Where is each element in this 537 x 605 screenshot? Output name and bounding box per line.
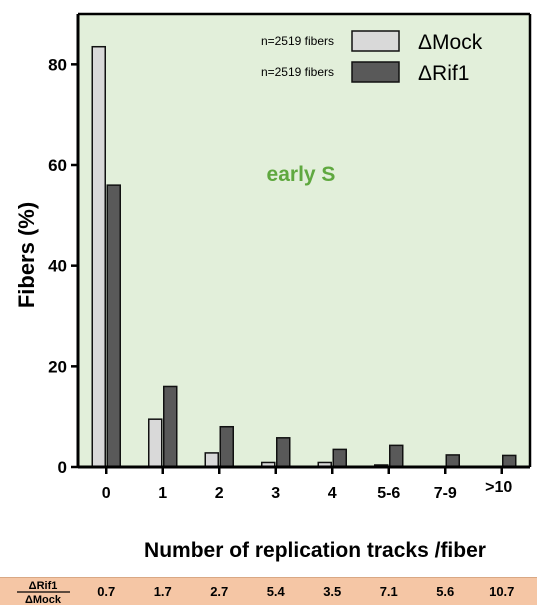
- legend-series-name: ΔMock: [418, 31, 483, 54]
- axes-layer: [76, 12, 532, 469]
- y-axis-label: Fibers (%): [14, 202, 39, 308]
- y-ticks: 0 20 40 60 80: [48, 55, 78, 477]
- bar-mock-2: [204, 452, 219, 468]
- plot-background: [78, 14, 530, 467]
- bar-rif1-5: [389, 444, 404, 468]
- ratio-value: 7.1: [380, 584, 398, 599]
- ratio-table: ΔRif1 ΔMock 0.7 1.7 2.7 5.4 3.5 7.1 5.6 10.7: [0, 577, 537, 605]
- y-tick-label: 20: [48, 357, 67, 376]
- bar-rif1-3: [276, 437, 291, 468]
- x-tick-label: 7-9: [434, 485, 457, 502]
- legend-n-label: n=2519 fibers: [261, 65, 334, 79]
- bar-rif1-1: [163, 385, 178, 468]
- ratio-value: 5.4: [267, 584, 286, 599]
- bar-rif1-7: [502, 454, 517, 468]
- bar-mock-0: [91, 45, 106, 468]
- bar-mock-1: [148, 418, 163, 468]
- x-tick-label: 4: [328, 485, 337, 502]
- bar-rif1-6: [445, 454, 460, 468]
- bar-rif1-4: [332, 448, 347, 468]
- ratio-value: 5.6: [436, 584, 454, 599]
- ratio-values: 0.7 1.7 2.7 5.4 3.5 7.1 5.6 10.7: [97, 584, 514, 599]
- x-tick-label: 3: [271, 485, 280, 502]
- x-tick-label: >10: [485, 479, 512, 496]
- legend-swatch: [351, 61, 400, 83]
- x-tick-label: 1: [158, 485, 167, 502]
- x-tick-label: 0: [102, 485, 111, 502]
- legend-series-name: ΔRif1: [418, 62, 469, 85]
- ratio-value: 3.5: [323, 584, 341, 599]
- legend-swatch: [351, 30, 400, 52]
- x-tick-label: 2: [215, 485, 224, 502]
- y-tick-label: 40: [48, 257, 67, 276]
- legend: n=2519 fibers ΔMock n=2519 fibers ΔRif1: [261, 30, 483, 85]
- legend-n-label: n=2519 fibers: [261, 34, 334, 48]
- ratio-numerator: ΔRif1: [29, 580, 58, 592]
- bar-rif1-0: [106, 184, 121, 468]
- ratio-value: 10.7: [489, 584, 514, 599]
- y-tick-label: 0: [58, 458, 67, 477]
- bars-layer: [91, 45, 517, 468]
- ratio-value: 1.7: [154, 584, 172, 599]
- x-tick-label: 5-6: [377, 485, 400, 502]
- ratio-value: 0.7: [97, 584, 115, 599]
- ratio-value: 2.7: [210, 584, 228, 599]
- y-tick-label: 80: [48, 55, 67, 74]
- bar-rif1-2: [219, 425, 234, 468]
- bar-chart: 0 20 40 60 80 0 1 2 3 4 5-6 7-9 >10 early S n=2519 …: [14, 12, 532, 562]
- y-tick-label: 60: [48, 156, 67, 175]
- ratio-denominator: ΔMock: [25, 594, 62, 605]
- x-axis-label: Number of replication tracks /fiber: [144, 539, 486, 562]
- annotation-early-s: early S: [267, 163, 336, 186]
- x-ticks: 0 1 2 3 4 5-6 7-9 >10: [102, 467, 512, 502]
